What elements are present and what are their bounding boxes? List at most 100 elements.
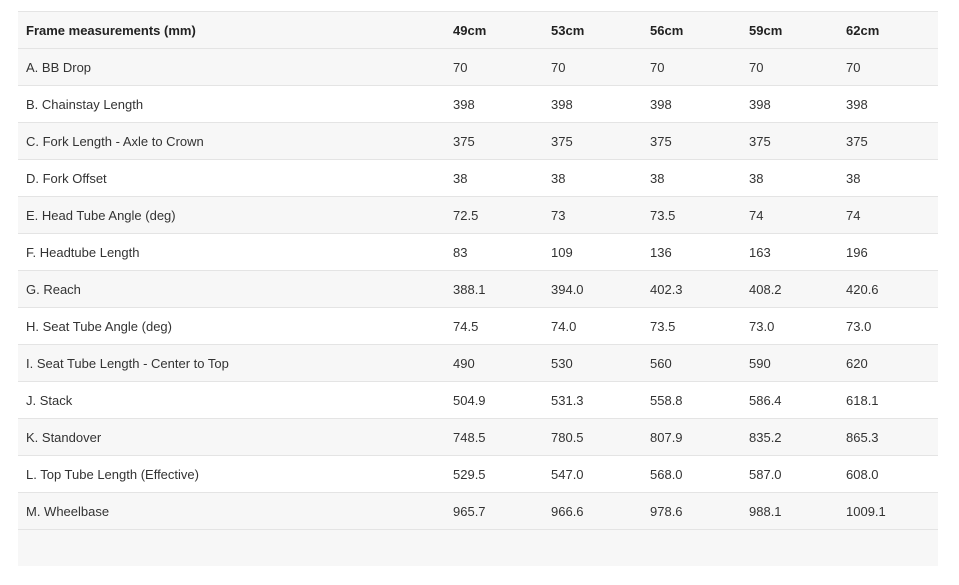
frame-geometry-table: Frame measurements (mm) 49cm 53cm 56cm 59cm 6… — [18, 12, 938, 530]
table-cell-label: F. Headtube Length — [18, 233, 453, 271]
table-cell-value: 398 — [749, 85, 846, 123]
column-header-size: 49cm — [453, 12, 551, 49]
table-cell-label: M. Wheelbase — [18, 492, 453, 530]
table-cell-label: D. Fork Offset — [18, 159, 453, 197]
table-cell-value: 590 — [749, 344, 846, 382]
table-cell-value: 780.5 — [551, 418, 650, 456]
column-header-size: 56cm — [650, 12, 749, 49]
table-row: G. Reach 388.1 394.0 402.3 408.2 420.6 — [18, 270, 938, 308]
table-row: K. Standover 748.5 780.5 807.9 835.2 865.3 — [18, 418, 938, 456]
table-cell-label: H. Seat Tube Angle (deg) — [18, 307, 453, 345]
table-cell-value: 587.0 — [749, 455, 846, 493]
table-header-row: Frame measurements (mm) 49cm 53cm 56cm 59cm 6… — [18, 12, 938, 49]
table-cell-value: 163 — [749, 233, 846, 271]
table-cell-value: 70 — [846, 48, 938, 86]
table-cell-value: 402.3 — [650, 270, 749, 308]
table-cell-value: 72.5 — [453, 196, 551, 234]
table-cell-value: 835.2 — [749, 418, 846, 456]
table-cell-value: 620 — [846, 344, 938, 382]
table-cell-value: 70 — [650, 48, 749, 86]
table-cell-value: 38 — [551, 159, 650, 197]
table-cell-label: G. Reach — [18, 270, 453, 308]
table-row: E. Head Tube Angle (deg) 72.5 73 73.5 74 74 — [18, 196, 938, 234]
table-row: A. BB Drop 70 70 70 70 70 — [18, 48, 938, 86]
table-cell-value: 375 — [551, 122, 650, 160]
table-cell-value: 547.0 — [551, 455, 650, 493]
table-cell-value: 408.2 — [749, 270, 846, 308]
table-cell-value: 558.8 — [650, 381, 749, 419]
table-cell-value: 38 — [650, 159, 749, 197]
table-cell-value: 1009.1 — [846, 492, 938, 530]
table-cell-value: 73.5 — [650, 307, 749, 345]
table-cell-value: 38 — [846, 159, 938, 197]
table-cell-value: 398 — [650, 85, 749, 123]
table-cell-label: C. Fork Length - Axle to Crown — [18, 122, 453, 160]
table-row: J. Stack 504.9 531.3 558.8 586.4 618.1 — [18, 381, 938, 419]
table-cell-value: 73.5 — [650, 196, 749, 234]
geometry-table-container: Frame measurements (mm) 49cm 53cm 56cm 59cm 6… — [18, 11, 938, 566]
table-row: H. Seat Tube Angle (deg) 74.5 74.0 73.5 73.0… — [18, 307, 938, 345]
table-cell-value: 398 — [453, 85, 551, 123]
table-cell-value: 196 — [846, 233, 938, 271]
table-cell-value: 865.3 — [846, 418, 938, 456]
column-header-size: 62cm — [846, 12, 938, 49]
table-cell-value: 38 — [453, 159, 551, 197]
table-cell-value: 807.9 — [650, 418, 749, 456]
table-cell-value: 136 — [650, 233, 749, 271]
table-cell-value: 530 — [551, 344, 650, 382]
table-cell-value: 529.5 — [453, 455, 551, 493]
table-cell-value: 420.6 — [846, 270, 938, 308]
table-cell-value: 608.0 — [846, 455, 938, 493]
table-cell-value: 988.1 — [749, 492, 846, 530]
table-cell-value: 375 — [453, 122, 551, 160]
table-cell-value: 73.0 — [749, 307, 846, 345]
table-cell-value: 83 — [453, 233, 551, 271]
table-row: I. Seat Tube Length - Center to Top 490 53… — [18, 344, 938, 382]
table-cell-value: 38 — [749, 159, 846, 197]
table-cell-value: 73.0 — [846, 307, 938, 345]
column-header-measurement: Frame measurements (mm) — [18, 12, 453, 49]
table-cell-label: I. Seat Tube Length - Center to Top — [18, 344, 453, 382]
table-cell-value: 388.1 — [453, 270, 551, 308]
table-cell-value: 560 — [650, 344, 749, 382]
table-cell-label: E. Head Tube Angle (deg) — [18, 196, 453, 234]
table-cell-value: 586.4 — [749, 381, 846, 419]
table-cell-value: 74.5 — [453, 307, 551, 345]
table-row: M. Wheelbase 965.7 966.6 978.6 988.1 1009.1 — [18, 492, 938, 530]
table-cell-value: 531.3 — [551, 381, 650, 419]
table-row: D. Fork Offset 38 38 38 38 38 — [18, 159, 938, 197]
table-cell-value: 398 — [846, 85, 938, 123]
table-cell-value: 375 — [749, 122, 846, 160]
table-row: B. Chainstay Length 398 398 398 398 398 — [18, 85, 938, 123]
table-cell-label: B. Chainstay Length — [18, 85, 453, 123]
table-cell-value: 394.0 — [551, 270, 650, 308]
table-cell-value: 748.5 — [453, 418, 551, 456]
table-row: C. Fork Length - Axle to Crown 375 375 375 3… — [18, 122, 938, 160]
table-cell-value: 568.0 — [650, 455, 749, 493]
table-cell-value: 70 — [749, 48, 846, 86]
table-cell-value: 109 — [551, 233, 650, 271]
table-cell-value: 74 — [749, 196, 846, 234]
table-cell-value: 398 — [551, 85, 650, 123]
table-cell-value: 978.6 — [650, 492, 749, 530]
table-cell-value: 74 — [846, 196, 938, 234]
table-cell-label: L. Top Tube Length (Effective) — [18, 455, 453, 493]
table-cell-label: K. Standover — [18, 418, 453, 456]
table-cell-value: 70 — [453, 48, 551, 86]
table-cell-value: 375 — [846, 122, 938, 160]
table-cell-value: 70 — [551, 48, 650, 86]
table-row: L. Top Tube Length (Effective) 529.5 547.0… — [18, 455, 938, 493]
table-cell-value: 966.6 — [551, 492, 650, 530]
column-header-size: 59cm — [749, 12, 846, 49]
table-cell-value: 490 — [453, 344, 551, 382]
table-cell-label: A. BB Drop — [18, 48, 453, 86]
table-footer — [18, 530, 938, 566]
table-cell-value: 375 — [650, 122, 749, 160]
table-cell-label: J. Stack — [18, 381, 453, 419]
table-cell-value: 965.7 — [453, 492, 551, 530]
table-cell-value: 73 — [551, 196, 650, 234]
table-cell-value: 618.1 — [846, 381, 938, 419]
table-cell-value: 504.9 — [453, 381, 551, 419]
table-cell-value: 74.0 — [551, 307, 650, 345]
table-row: F. Headtube Length 83 109 136 163 196 — [18, 233, 938, 271]
